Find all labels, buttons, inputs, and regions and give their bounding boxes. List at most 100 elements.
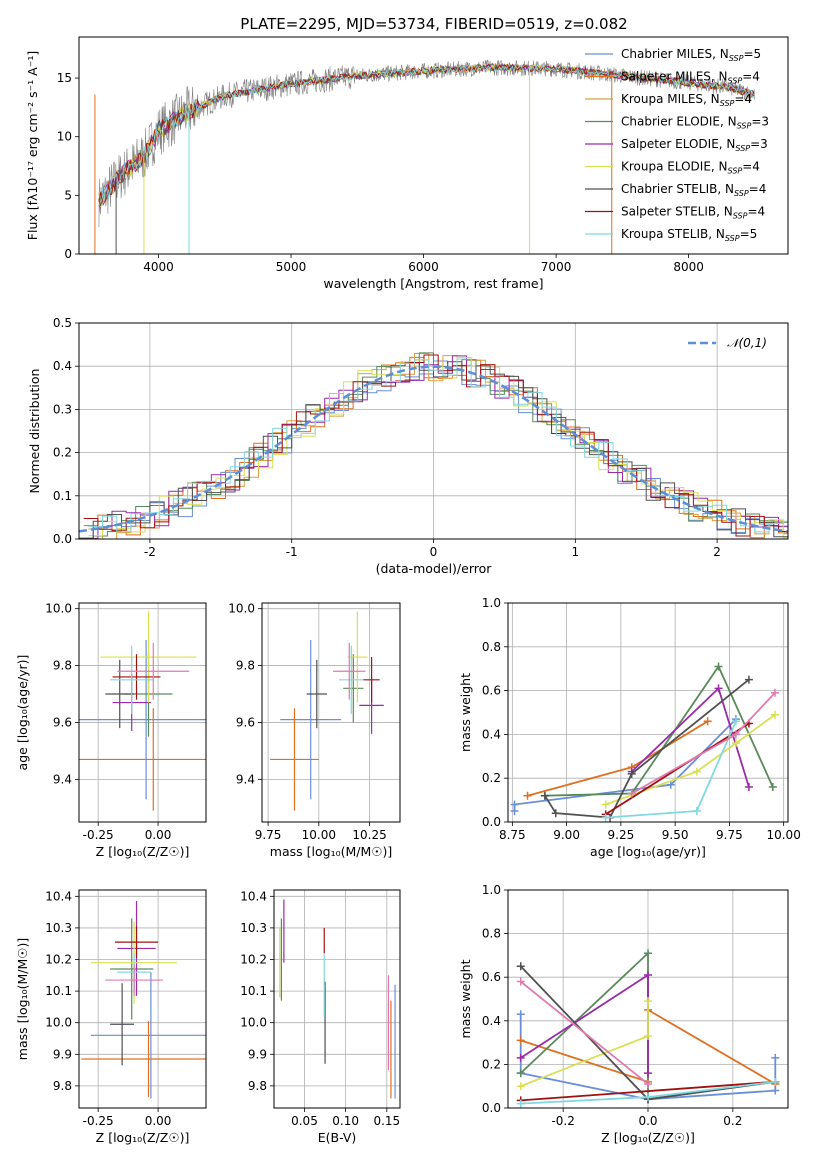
tick-label-y: 0.6: [482, 684, 501, 698]
tick-label-x: 10.00: [766, 828, 800, 842]
tick-label-y: 0.4: [482, 1014, 501, 1028]
weight-marker: [523, 791, 532, 800]
weight-marker: [771, 1053, 780, 1062]
tick-label-x: -0.25: [83, 828, 114, 842]
plot-area: [274, 890, 400, 1108]
histogram-series: [88, 358, 788, 533]
chart-mass_weight_vs_Z: -0.2 0.0 0.2 0.0 0.2 0.4 0.6 0.8 1.0 Z [log₁₀(Z/Z…: [458, 883, 789, 1145]
tick-label-x: -0.2: [551, 1114, 574, 1128]
plot-area: [79, 323, 788, 539]
weight-marker: [644, 1069, 652, 1078]
weight-line: [605, 713, 776, 806]
axis-label-x: wavelength [Angstrom, rest frame]: [323, 276, 543, 291]
axes-frame: [78, 889, 207, 1109]
weight-marker: [516, 1036, 525, 1045]
chart-age_vs_Z: -0.25 0.00 9.4 9.6 9.8 10.0 Z [log₁₀(Z/Z☉)] age…: [15, 602, 207, 859]
tick-label-x: 9.25: [608, 828, 635, 842]
weight-marker: [731, 730, 740, 739]
chart-spectrum: 4000 5000 6000 7000 8000 0 5 10 15 wavelength [An…: [25, 36, 789, 291]
tick-label-y: 9.6: [236, 715, 255, 729]
tick-label-x: 8000: [673, 260, 704, 274]
tick-label-x: 0.15: [373, 1114, 400, 1128]
legend-label: Kroupa ELODIE, NSSP=4: [621, 160, 760, 176]
tick-label-y: 9.4: [53, 772, 72, 786]
histogram-series: [79, 361, 788, 539]
tick-label-y: 0.0: [482, 1101, 501, 1115]
tick-label-y: 9.9: [248, 1047, 267, 1061]
tick-label-y: 0.0: [53, 532, 72, 546]
spectrum-model-line: [98, 63, 755, 202]
tick-label-y: 9.9: [53, 1047, 72, 1061]
tick-label-y: 0.5: [53, 316, 72, 330]
weight-marker: [771, 1077, 780, 1086]
tick-label-x: 5000: [276, 260, 307, 274]
legend-label: Chabrier ELODIE, NSSP=3: [621, 115, 769, 131]
tick-label-y: 9.8: [248, 1079, 267, 1093]
weight-marker: [644, 949, 652, 958]
weight-marker: [770, 710, 779, 719]
weight-marker: [744, 675, 753, 684]
tick-label-x: 0.00: [145, 828, 172, 842]
tick-label-x: 10.25: [352, 828, 386, 842]
tick-label-y: 0.2: [482, 771, 501, 785]
legend-label: Salpeter MILES, NSSP=4: [621, 70, 760, 86]
weight-line: [605, 722, 750, 816]
weight-line: [520, 973, 649, 1074]
weight-marker: [644, 971, 652, 980]
weight-marker: [644, 997, 652, 1006]
tick-label-x: 8.75: [499, 828, 526, 842]
tick-label-y: 1.0: [482, 883, 501, 897]
tick-label-y: 9.8: [53, 1079, 72, 1093]
weight-marker: [516, 977, 525, 986]
weight-marker: [731, 717, 740, 726]
tick-label-y: 0.8: [482, 927, 501, 941]
plot-area: [508, 890, 788, 1108]
legend-label: 𝒩(0,1): [727, 336, 767, 350]
chart-age_vs_mass: 9.75 10.00 10.25 9.4 9.6 9.8 10.0 mass [log₁₀(M…: [228, 602, 401, 859]
weight-marker: [692, 807, 701, 816]
tick-label-x: -2: [144, 545, 156, 559]
weight-marker: [516, 1082, 525, 1091]
tick-label-y: 10.3: [45, 921, 72, 935]
spectrum-model-line: [98, 63, 755, 204]
weight-marker: [516, 1053, 525, 1062]
tick-label-x: 6000: [408, 260, 439, 274]
tick-label-y: 10.4: [45, 889, 72, 903]
tick-label-y: 10.1: [240, 984, 267, 998]
tick-label-x: 0.00: [145, 1114, 172, 1128]
weight-marker: [627, 769, 636, 778]
tick-label-x: 7000: [541, 260, 572, 274]
tick-label-y: 0.4: [482, 727, 501, 741]
axis-label-x: Z [log₁₀(Z/Z☉)]: [601, 1130, 695, 1145]
axes-frame: [273, 889, 401, 1109]
weight-marker: [644, 1032, 652, 1041]
plot-area: [79, 603, 206, 822]
weight-marker: [601, 800, 610, 809]
plot-area: [79, 890, 206, 1108]
histogram-series: [83, 354, 788, 537]
tick-label-y: 15: [57, 71, 72, 85]
weight-line: [520, 1080, 776, 1102]
axis-label-y: age [log₁₀(age/yr)]: [15, 655, 30, 771]
tick-label-x: 9.75: [716, 828, 743, 842]
plot-area: [508, 603, 788, 822]
weight-marker: [551, 809, 560, 818]
histogram-series: [88, 356, 788, 539]
legend-label: Salpeter STELIB, NSSP=4: [621, 205, 765, 221]
plot-area: [94, 59, 755, 254]
chart-residuals: -2 -1 0 1 2 0.0 0.1 0.2 0.3 0.4 0.5 (data-model)/er…: [27, 316, 789, 576]
tick-label-y: 0.2: [53, 446, 72, 460]
tick-label-x: 4000: [143, 260, 174, 274]
axes-frame: [261, 602, 401, 823]
axes-frame: [78, 36, 789, 255]
weight-marker: [731, 739, 740, 748]
tick-label-x: 0.10: [332, 1114, 359, 1128]
axis-label-x: Z [log₁₀(Z/Z☉)]: [96, 844, 190, 859]
tick-label-y: 0.2: [482, 1057, 501, 1071]
tick-label-x: 10.00: [302, 828, 336, 842]
tick-label-y: 10.0: [45, 1016, 72, 1030]
axis-label-y: mass weight: [458, 673, 473, 752]
axis-label-y: mass [log₁₀(M/M☉)]: [15, 938, 30, 1060]
tick-label-y: 0.4: [53, 359, 72, 373]
legend-label: Chabrier STELIB, NSSP=4: [621, 182, 766, 198]
